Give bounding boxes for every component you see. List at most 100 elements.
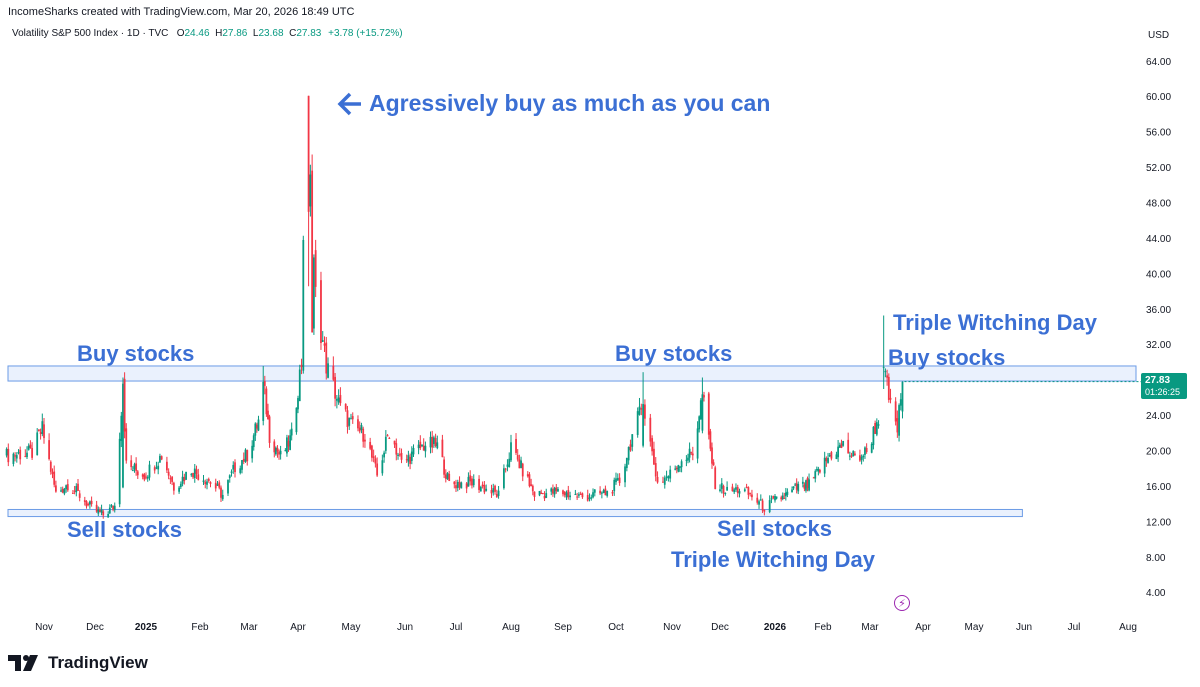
candle-body	[553, 487, 556, 495]
candle-body	[263, 381, 266, 386]
x-tick-label: Nov	[35, 622, 53, 633]
candle-body	[193, 468, 196, 479]
symbol-name[interactable]: Volatility S&P 500 Index · 1D · TVC	[12, 28, 169, 39]
candle-body	[651, 438, 654, 452]
candle-body	[504, 468, 507, 470]
annotation-buy-stocks-3[interactable]: Buy stocks	[888, 345, 1006, 370]
candle-body	[297, 398, 299, 410]
candle-body	[15, 455, 18, 459]
candle-body	[369, 441, 372, 449]
candle-body	[298, 369, 301, 402]
candle-body	[289, 435, 291, 450]
candle-body	[276, 447, 279, 452]
candle-body	[751, 494, 753, 498]
candle-body	[812, 477, 815, 479]
tradingview-logo[interactable]: TradingView	[8, 652, 148, 674]
candle-body	[160, 456, 163, 460]
candle-body	[143, 474, 146, 480]
candle-body	[759, 499, 762, 501]
candle-body	[758, 501, 760, 505]
candle-body	[602, 490, 605, 494]
arrow-left-icon[interactable]	[336, 90, 364, 118]
candle-body	[157, 465, 160, 470]
candle-body	[325, 342, 328, 374]
y-tick-label: 40.00	[1146, 269, 1171, 280]
annotation-triple-witching-2[interactable]: Triple Witching Day	[671, 547, 875, 572]
annotation-triple-witching-1[interactable]: Triple Witching Day	[893, 310, 1097, 335]
candle-body	[216, 484, 219, 486]
candle-body	[190, 474, 193, 476]
candle-body	[749, 492, 752, 494]
candle-body	[792, 486, 795, 489]
candle-body	[153, 467, 156, 471]
y-tick-label: 60.00	[1146, 92, 1171, 103]
candle-body	[680, 461, 683, 468]
candle-body	[847, 439, 850, 454]
candle-body	[257, 419, 260, 431]
candle-body	[346, 410, 349, 427]
candle-body	[262, 381, 265, 421]
candle-body	[252, 435, 255, 448]
candle-body	[859, 455, 861, 461]
candle-body	[761, 500, 764, 511]
candle-body	[51, 472, 54, 474]
y-tick-label: 56.00	[1146, 128, 1171, 139]
annotation-aggressive-buy[interactable]: Agressively buy as much as you can	[369, 90, 771, 116]
candle-body	[159, 455, 161, 463]
candle-body	[545, 493, 548, 498]
candle-body	[460, 482, 463, 489]
candle-body	[398, 454, 401, 456]
x-tick-label: Nov	[663, 622, 681, 633]
candle-body	[31, 447, 33, 458]
candle-body	[242, 458, 245, 462]
candle-body	[898, 405, 900, 436]
candle-body	[274, 447, 277, 455]
annotation-buy-stocks-2[interactable]: Buy stocks	[615, 341, 733, 366]
candle-body	[882, 366, 885, 368]
candle-body	[227, 480, 229, 494]
candle-body	[362, 428, 365, 442]
annotation-buy-stocks-1[interactable]: Buy stocks	[77, 341, 195, 366]
candle-body	[629, 444, 632, 451]
candle-body	[302, 239, 305, 371]
candle-body	[506, 464, 509, 467]
candle-body	[284, 450, 287, 452]
candle-body	[497, 490, 500, 496]
candle-body	[625, 457, 628, 469]
currency-label[interactable]: USD	[1148, 30, 1170, 41]
candle-body	[148, 464, 151, 478]
candle-body	[887, 376, 890, 400]
candle-body	[83, 500, 86, 502]
candle-body	[592, 492, 594, 498]
candle-body	[698, 416, 701, 430]
annotation-sell-stocks-1[interactable]: Sell stocks	[67, 517, 182, 542]
candle-body	[875, 422, 878, 435]
candle-body	[714, 467, 717, 490]
candle-body	[656, 476, 659, 483]
candle-body	[870, 443, 873, 453]
candle-body	[469, 475, 472, 482]
candle-body	[611, 492, 614, 494]
candle-body	[563, 491, 566, 496]
candle-body	[234, 462, 236, 473]
candle-body	[864, 447, 866, 455]
candle-body	[852, 451, 855, 457]
candle-body	[395, 443, 398, 455]
candle-body	[709, 431, 712, 449]
candle-body	[550, 488, 553, 492]
lightning-icon[interactable]: ⚡	[894, 595, 910, 611]
bar-countdown: 01:26:25	[1145, 387, 1181, 397]
candle-body	[309, 174, 312, 207]
symbol-legend[interactable]: Volatility S&P 500 Index · 1D · TVC O24.…	[12, 28, 403, 39]
candle-body	[185, 472, 187, 480]
annotation-sell-stocks-2[interactable]: Sell stocks	[717, 516, 832, 541]
candle-body	[311, 170, 314, 333]
candle-body	[279, 450, 282, 455]
candle-body	[540, 492, 543, 494]
candle-body	[195, 469, 198, 474]
x-tick-label: Apr	[290, 622, 306, 633]
candle-body	[360, 425, 363, 431]
candle-body	[679, 466, 681, 468]
candle-body	[865, 447, 868, 452]
